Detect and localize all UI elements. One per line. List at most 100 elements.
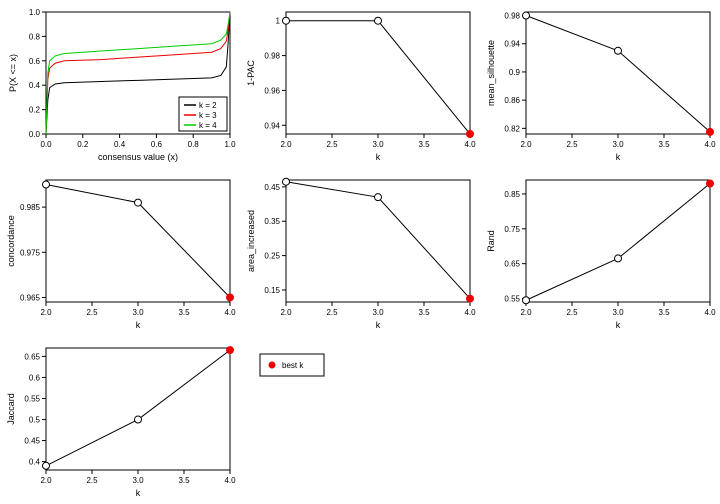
- data-point: [375, 194, 382, 201]
- svg-text:0.98: 0.98: [504, 12, 520, 21]
- svg-text:0.75: 0.75: [504, 225, 520, 234]
- svg-text:3.5: 3.5: [658, 308, 670, 317]
- svg-text:2.5: 2.5: [326, 308, 338, 317]
- data-point: [283, 178, 290, 185]
- bestk-point: [227, 294, 234, 301]
- svg-text:0.55: 0.55: [24, 394, 40, 403]
- data-point: [135, 416, 142, 423]
- svg-text:0.985: 0.985: [20, 203, 41, 212]
- cdf-panel: 0.00.20.40.60.81.0consensus value (x)0.0…: [0, 0, 240, 168]
- one_pac-panel: 2.02.53.03.54.0k0.940.960.9811-PAC: [240, 0, 480, 168]
- bestk-point: [467, 295, 474, 302]
- svg-text:0.965: 0.965: [20, 293, 41, 302]
- svg-text:3.5: 3.5: [178, 308, 190, 317]
- svg-text:0.9: 0.9: [509, 68, 521, 77]
- svg-text:0.6: 0.6: [29, 373, 41, 382]
- svg-text:0.8: 0.8: [188, 140, 200, 149]
- svg-text:2.5: 2.5: [326, 140, 338, 149]
- svg-text:k: k: [136, 488, 141, 498]
- data-point: [523, 297, 530, 304]
- bestk-point: [707, 180, 714, 187]
- svg-text:mean_silhouette: mean_silhouette: [486, 40, 496, 106]
- svg-text:0.15: 0.15: [264, 286, 280, 295]
- data-point: [43, 462, 50, 469]
- svg-text:1.0: 1.0: [29, 8, 41, 17]
- data-point: [43, 181, 50, 188]
- empty-cell: [480, 336, 720, 504]
- data-point: [135, 199, 142, 206]
- svg-text:3.5: 3.5: [178, 476, 190, 485]
- svg-text:Rand: Rand: [486, 230, 496, 252]
- svg-text:2.5: 2.5: [86, 476, 98, 485]
- svg-text:consensus value (x): consensus value (x): [98, 152, 178, 162]
- concordance-panel: 2.02.53.03.54.0k0.9650.9750.985concordan…: [0, 168, 240, 336]
- bestk-point: [467, 131, 474, 138]
- data-point: [375, 17, 382, 24]
- svg-text:0.4: 0.4: [29, 458, 41, 467]
- svg-text:3.5: 3.5: [418, 308, 430, 317]
- svg-text:0.55: 0.55: [504, 295, 520, 304]
- svg-text:0.6: 0.6: [29, 57, 41, 66]
- svg-text:0.94: 0.94: [504, 40, 520, 49]
- svg-text:k: k: [136, 320, 141, 330]
- svg-text:2.0: 2.0: [520, 308, 532, 317]
- svg-text:2.0: 2.0: [280, 140, 292, 149]
- svg-text:0.4: 0.4: [114, 140, 126, 149]
- data-point: [615, 255, 622, 262]
- legend-item-label: k = 2: [199, 101, 217, 110]
- jaccard-panel: 2.02.53.03.54.0k0.40.450.50.550.60.65Jac…: [0, 336, 240, 504]
- svg-text:concordance: concordance: [6, 215, 16, 267]
- svg-text:1.0: 1.0: [224, 140, 236, 149]
- svg-text:3.0: 3.0: [372, 140, 384, 149]
- svg-text:0.82: 0.82: [504, 124, 520, 133]
- svg-text:2.0: 2.0: [40, 476, 52, 485]
- svg-text:0.25: 0.25: [264, 252, 280, 261]
- bestk-legend-marker: [269, 362, 276, 369]
- data-point: [615, 47, 622, 54]
- svg-text:4.0: 4.0: [464, 308, 476, 317]
- svg-text:4.0: 4.0: [224, 308, 236, 317]
- svg-text:2.0: 2.0: [40, 308, 52, 317]
- svg-text:area_increased: area_increased: [246, 210, 256, 272]
- svg-text:4.0: 4.0: [464, 140, 476, 149]
- svg-text:4.0: 4.0: [704, 140, 716, 149]
- svg-text:2.5: 2.5: [566, 308, 578, 317]
- svg-text:1-PAC: 1-PAC: [246, 60, 256, 86]
- svg-text:0.45: 0.45: [24, 437, 40, 446]
- svg-text:k: k: [376, 152, 381, 162]
- svg-text:k: k: [616, 320, 621, 330]
- svg-text:0.2: 0.2: [77, 140, 89, 149]
- svg-text:0.35: 0.35: [264, 217, 280, 226]
- legend-item-label: k = 3: [199, 111, 217, 120]
- svg-text:1: 1: [276, 17, 281, 26]
- data-point: [283, 17, 290, 24]
- svg-text:3.0: 3.0: [132, 476, 144, 485]
- svg-text:k: k: [376, 320, 381, 330]
- data-point: [523, 12, 530, 19]
- svg-text:0.975: 0.975: [20, 248, 41, 257]
- svg-text:3.0: 3.0: [132, 308, 144, 317]
- svg-text:3.5: 3.5: [418, 140, 430, 149]
- svg-text:0.86: 0.86: [504, 96, 520, 105]
- svg-text:0.5: 0.5: [29, 416, 41, 425]
- rand-panel: 2.0 2.5 3.0 3.5 4.0 k 0.55 0.65 0.75 0.85 Rand: [480, 168, 720, 336]
- svg-text:0.4: 0.4: [29, 81, 41, 90]
- svg-text:4.0: 4.0: [704, 308, 716, 317]
- svg-text:3.0: 3.0: [612, 140, 624, 149]
- svg-text:0.98: 0.98: [264, 52, 280, 61]
- bestk-legend-label: best k: [282, 361, 304, 370]
- svg-text:0.85: 0.85: [504, 190, 520, 199]
- svg-text:2.0: 2.0: [520, 140, 532, 149]
- svg-text:3.0: 3.0: [612, 308, 624, 317]
- svg-text:0.94: 0.94: [264, 121, 280, 130]
- area_inc-panel: 2.02.53.03.54.0k0.150.250.350.45area_inc…: [240, 168, 480, 336]
- legend-item-label: k = 4: [199, 121, 217, 130]
- svg-text:0.2: 0.2: [29, 106, 41, 115]
- svg-text:0.8: 0.8: [29, 32, 41, 41]
- svg-text:0.65: 0.65: [504, 260, 520, 269]
- bestk-point: [707, 128, 714, 135]
- svg-text:3.5: 3.5: [658, 140, 670, 149]
- svg-text:Jaccard: Jaccard: [6, 393, 16, 425]
- svg-text:2.5: 2.5: [566, 140, 578, 149]
- svg-text:0.45: 0.45: [264, 183, 280, 192]
